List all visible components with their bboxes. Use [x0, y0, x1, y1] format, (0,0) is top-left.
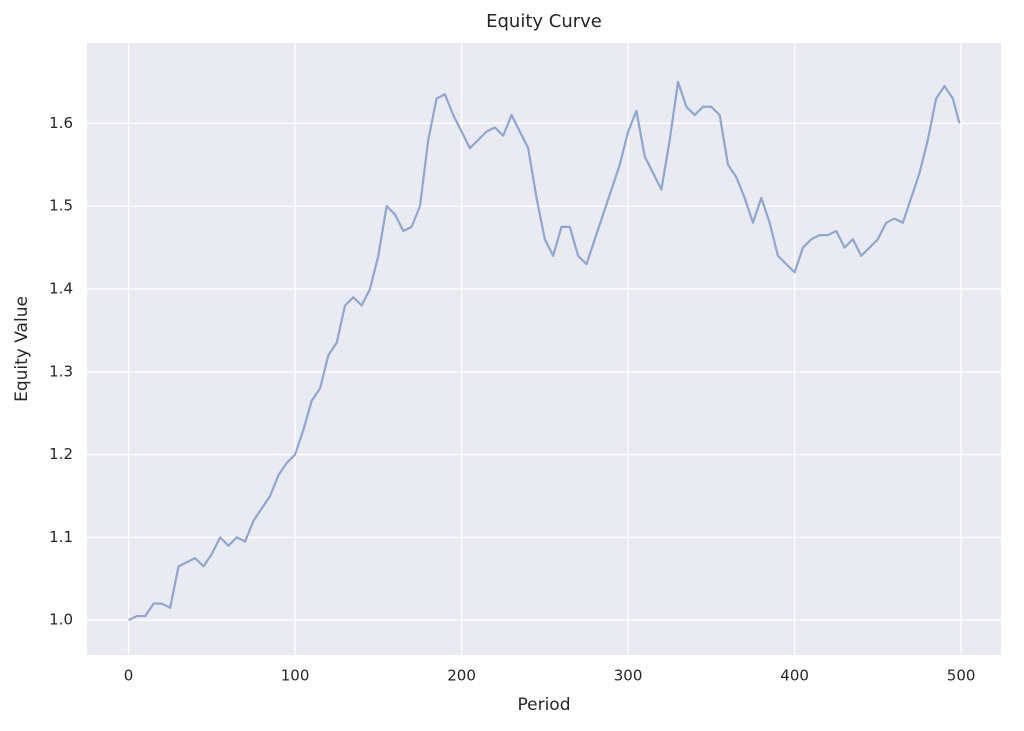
equity-line	[128, 80, 961, 622]
chart-title: Equity Curve	[486, 11, 602, 32]
y-tick-label: 1.6	[49, 114, 73, 132]
y-axis-label: Equity Value	[12, 296, 32, 402]
x-tick-label: 400	[780, 667, 809, 685]
x-tick-label: 300	[614, 667, 643, 685]
y-tick-label: 1.3	[49, 362, 73, 380]
plot-area	[87, 43, 1001, 655]
x-tick-label: 100	[281, 667, 310, 685]
y-tick-label: 1.4	[49, 279, 73, 297]
x-tick-label: 0	[124, 667, 134, 685]
x-axis-label: Period	[517, 695, 570, 715]
x-tick-label: 200	[447, 667, 476, 685]
x-tick-label: 500	[947, 667, 976, 685]
y-tick-label: 1.0	[49, 611, 73, 629]
y-tick-label: 1.5	[49, 197, 73, 215]
y-tick-label: 1.2	[49, 445, 73, 463]
y-tick-label: 1.1	[49, 528, 73, 546]
